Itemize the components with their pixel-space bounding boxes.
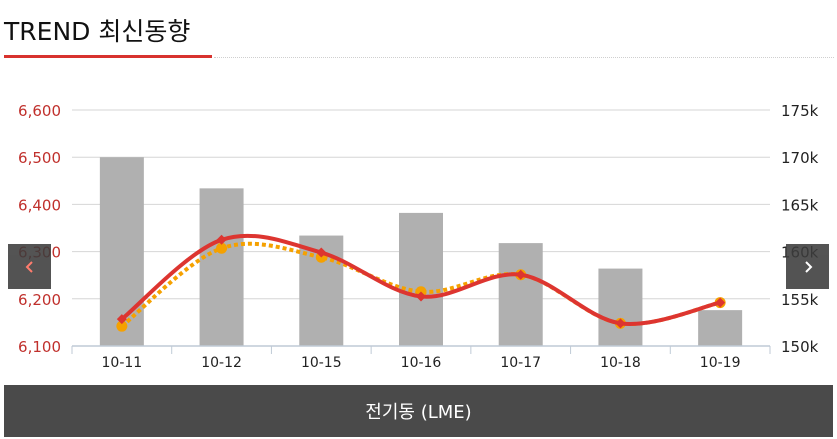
bar [399, 212, 443, 346]
data-point-solid [416, 291, 426, 302]
data-point-solid [715, 297, 726, 308]
data-point-dotted [216, 242, 228, 254]
header: TREND 최신동향 [0, 0, 837, 62]
y-axis-right-tick: 165k [781, 196, 819, 214]
y-axis-right-tick: 175k [781, 102, 819, 120]
y-axis-right-tick: 150k [781, 338, 819, 356]
x-axis-tick-label: 10-17 [500, 355, 541, 371]
bar [199, 188, 244, 346]
y-axis-left-tick: 6,500 [18, 149, 61, 167]
y-axis-left-tick: 6,600 [18, 102, 61, 120]
data-point-solid [515, 269, 526, 280]
x-axis-tick-label: 10-15 [301, 355, 342, 371]
chevron-right-icon [804, 260, 812, 273]
x-axis-tick-label: 10-18 [600, 355, 641, 371]
y-axis-right-tick: 170k [781, 149, 819, 167]
x-axis-tick-label: 10-19 [700, 355, 741, 371]
y-axis-left-tick: 6,100 [18, 338, 61, 356]
header-divider [214, 57, 834, 58]
x-axis-tick-label: 10-16 [401, 355, 442, 371]
page-title: TREND 최신동향 [4, 17, 191, 46]
prev-button[interactable] [8, 244, 51, 289]
footer-label: 전기동 (LME) [365, 402, 472, 423]
data-point-solid [216, 234, 227, 245]
bar [598, 268, 643, 346]
x-axis-tick-label: 10-12 [201, 355, 242, 371]
data-point-dotted [116, 320, 128, 332]
next-button[interactable] [786, 244, 829, 289]
title-underline [4, 55, 212, 58]
data-point-solid [316, 247, 327, 258]
footer-label-bar: 전기동 (LME) [4, 385, 833, 437]
bar [698, 310, 743, 346]
data-point-solid [116, 314, 127, 325]
y-axis-left-tick: 6,200 [18, 291, 61, 309]
x-axis-tick-label: 10-11 [102, 355, 143, 371]
trend-chart: 6,6006,5006,4006,3006,2006,100175k170k16… [18, 102, 819, 371]
data-point-solid [615, 318, 626, 329]
y-axis-left-tick: 6,400 [18, 196, 61, 214]
chevron-left-icon [25, 260, 33, 273]
y-axis-right-tick: 155k [781, 291, 819, 309]
bar [498, 243, 543, 346]
